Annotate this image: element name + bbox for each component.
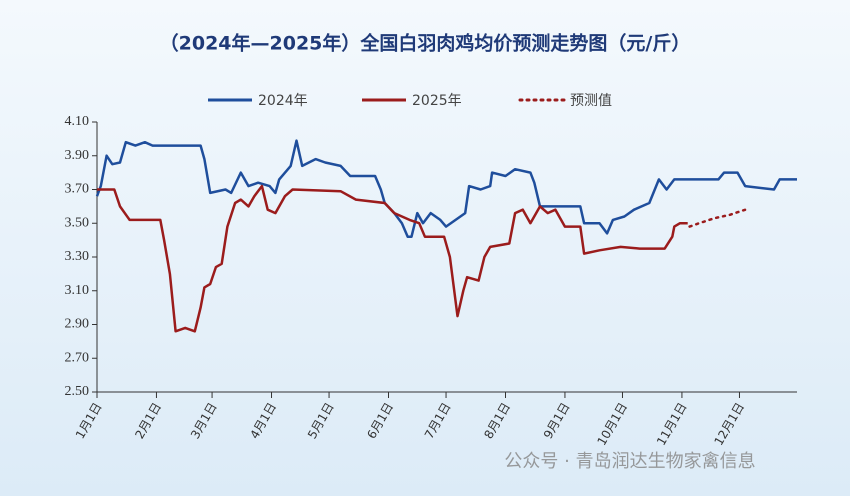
y-tick-label: 3.90 [65, 148, 90, 163]
y-tick-label: 3.30 [65, 249, 90, 264]
line-series [97, 184, 688, 333]
watermark: 公众号 · 青岛润达生物家禽信息 [504, 451, 755, 472]
legend-label: 预测值 [570, 93, 612, 109]
chart-title: （2024年—2025年）全国白羽肉鸡均价预测走势图（元/斤） [160, 32, 691, 55]
y-tick-label: 2.70 [65, 350, 90, 365]
y-tick-label: 3.70 [65, 182, 90, 197]
y-tick-label: 2.50 [65, 384, 90, 399]
y-tick-label: 4.10 [65, 114, 90, 129]
y-tick-label: 3.50 [65, 215, 90, 230]
legend-label: 2024年 [258, 93, 308, 109]
line-series [95, 139, 797, 238]
line-series [688, 208, 747, 228]
y-tick-label: 2.90 [65, 317, 90, 332]
legend-label: 2025年 [412, 93, 462, 109]
y-tick-label: 3.10 [65, 283, 90, 298]
